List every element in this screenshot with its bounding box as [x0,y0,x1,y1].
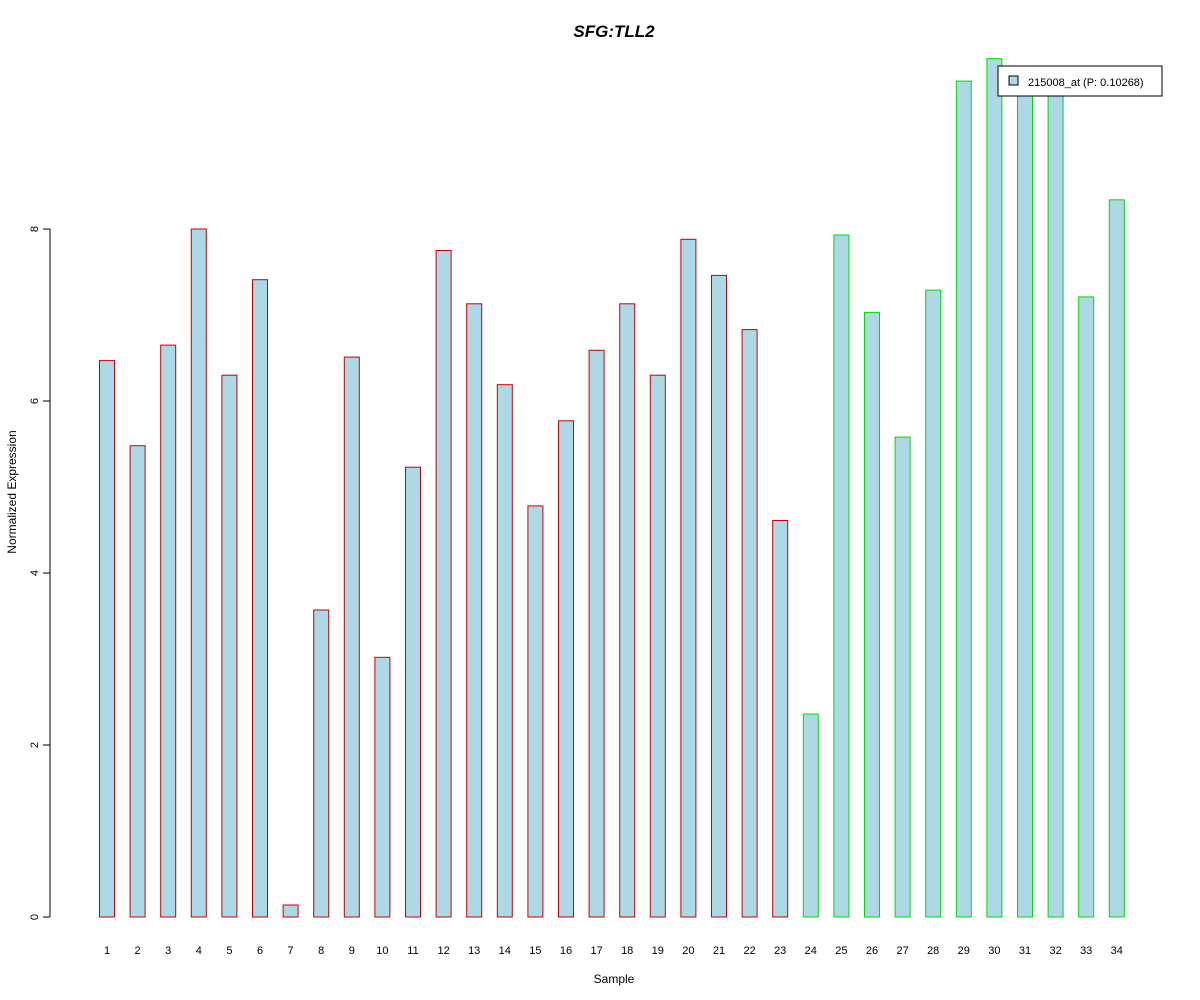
x-tick-label: 31 [1019,945,1031,957]
x-tick-label: 33 [1080,945,1092,957]
y-tick-label: 0 [29,914,41,920]
legend-label: 215008_at (P: 0.10268) [1028,77,1144,89]
bar-sample-20 [680,238,697,918]
bar-sample-4 [190,228,207,918]
chart-title: SFG:TLL2 [573,22,655,41]
bar-sample-17 [588,349,605,918]
x-tick-label: 12 [437,945,449,957]
x-tick-label: 26 [866,945,878,957]
bar-sample-16 [558,420,574,918]
bar-sample-7 [282,904,299,918]
bar-sample-2 [129,445,146,918]
x-tick-label: 21 [713,945,725,957]
y-axis: 0 2 4 6 8 [29,226,51,920]
x-axis-title: Sample [594,972,635,986]
x-tick-label: 19 [652,945,664,957]
bar-sample-10 [374,656,391,918]
x-tick-label: 34 [1111,945,1123,957]
bar-sample-24 [802,713,819,918]
x-tick-label: 8 [318,945,324,957]
x-tick-label: 7 [288,945,294,957]
x-tick-label: 6 [257,945,263,957]
bar-sample-8 [313,609,330,918]
bar-sample-14 [496,384,513,918]
x-tick-label: 16 [560,945,572,957]
bar-sample-1 [99,360,115,918]
x-tick-label: 28 [927,945,939,957]
bar-sample-23 [772,520,789,918]
x-tick-label: 30 [988,945,1000,957]
x-tick-label: 22 [743,945,755,957]
y-axis-title: Normalized Expression [5,430,19,553]
x-tick-label: 32 [1049,945,1061,957]
y-tick-label: 4 [29,570,41,576]
bar-group [99,58,1125,918]
x-tick-label: 27 [896,945,908,957]
bar-sample-19 [649,374,666,918]
x-tick-label: 4 [196,945,202,957]
x-tick-label: 20 [682,945,694,957]
x-tick-label: 29 [958,945,970,957]
x-tick-label: 15 [529,945,541,957]
x-tick-label: 11 [407,945,418,957]
legend-box [997,65,1163,97]
y-tick-label: 6 [29,398,41,404]
bar-sample-6 [252,279,268,918]
bar-sample-32 [1047,90,1064,918]
bar-sample-5 [221,374,238,918]
x-tick-label: 9 [349,945,355,957]
bar-sample-27 [894,436,911,918]
x-tick-label: 1 [104,945,110,957]
x-tick-label: 17 [590,945,602,957]
x-tick-label: 13 [468,945,480,957]
x-tick-label: 14 [499,945,511,957]
bar-sample-3 [160,344,177,918]
bar-sample-22 [741,329,758,918]
bar-sample-21 [711,274,727,918]
x-tick-label: 23 [774,945,786,957]
x-tick-label: 25 [835,945,847,957]
bar-sample-28 [925,289,942,918]
legend: 215008_at (P: 0.10268) [997,65,1163,97]
bar-sample-34 [1108,199,1125,918]
bar-sample-30 [986,58,1003,918]
bar-sample-12 [435,250,452,918]
x-tick-label: 18 [621,945,633,957]
x-tick-label: 3 [165,945,171,957]
x-tick-label: 2 [135,945,141,957]
bar-sample-18 [619,303,636,918]
x-tick-label: 24 [805,945,817,957]
x-tick-labels: 1 2 3 4 5 6 7 8 9 10 11 12 13 14 15 16 17 18 19 20 21 22 23 24 2… [104,945,1123,957]
bar-sample-25 [833,234,850,918]
bar-sample-26 [864,311,880,918]
bar-sample-29 [955,80,972,918]
bar-sample-13 [466,303,483,918]
x-tick-label: 10 [376,945,388,957]
x-tick-label: 5 [226,945,232,957]
bar-sample-33 [1078,296,1095,918]
y-tick-label: 2 [29,742,41,748]
bar-sample-15 [527,505,544,918]
y-tick-label: 8 [29,226,41,232]
bar-sample-31 [1017,90,1033,918]
bar-sample-9 [343,356,360,918]
bar-sample-11 [405,466,421,918]
legend-swatch [1008,75,1019,86]
